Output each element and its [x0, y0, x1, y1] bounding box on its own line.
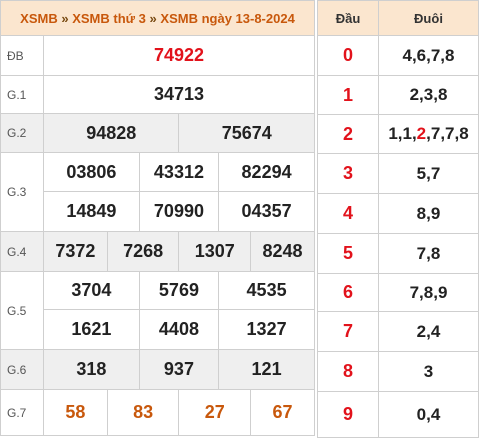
prize-g4-value: 7268 — [106, 231, 180, 272]
prize-g5-value: 3704 — [43, 271, 140, 310]
prize-g5-value: 4408 — [138, 309, 220, 350]
prize-g3-value: 04357 — [218, 191, 315, 232]
loto-head: 2 — [317, 114, 379, 154]
loto-tail: 7,8 — [378, 233, 479, 274]
breadcrumb-separator: » — [61, 10, 69, 26]
prize-label-g4: G.4 — [0, 231, 44, 272]
prize-g4-value: 8248 — [250, 231, 315, 272]
prize-g2-value: 94828 — [42, 113, 180, 153]
prize-g6-value: 937 — [138, 349, 220, 390]
prize-label-g7: G.7 — [0, 389, 44, 436]
prize-g5-value: 5769 — [138, 271, 220, 310]
loto-tail: 3 — [378, 351, 479, 392]
prize-g5-value: 4535 — [218, 271, 315, 310]
loto-row: 7 2,4 — [317, 311, 479, 352]
loto-table: Đầu Đuôi 0 4,6,7,8 1 2,3,8 2 1,1,2,7,7,8… — [317, 0, 479, 438]
prize-g7-value: 67 — [250, 389, 315, 436]
prize-g3-value: 14849 — [43, 191, 140, 232]
loto-row: 1 2,3,8 — [317, 75, 479, 115]
prize-row-g3b: 14849 70990 04357 — [1, 191, 315, 232]
prize-g1-value: 34713 — [43, 75, 315, 114]
prize-row-g2: G.2 94828 75674 — [0, 113, 315, 153]
loto-row: 9 0,4 — [317, 391, 479, 438]
prize-row-db: ĐB 74922 — [0, 35, 315, 76]
prize-row-g4: G.4 7372 7268 1307 8248 — [0, 231, 315, 272]
prize-g4-value: 1307 — [178, 231, 252, 272]
prize-g3-value: 70990 — [138, 191, 220, 232]
loto-tail: 5,7 — [378, 153, 479, 194]
prize-g4-value: 7372 — [43, 231, 108, 272]
loto-tail-part: ,7,7,8 — [426, 124, 469, 143]
loto-header-row: Đầu Đuôi — [317, 0, 479, 36]
loto-tail: 1,1,2,7,7,8 — [378, 114, 479, 154]
loto-row: 0 4,6,7,8 — [317, 35, 479, 76]
loto-tail: 8,9 — [378, 193, 479, 234]
prize-label-g3: G.3 — [0, 152, 44, 232]
breadcrumb-xsmb-date[interactable]: XSMB ngày 13-8-2024 — [160, 10, 295, 26]
breadcrumb-xsmb-thu-3[interactable]: XSMB thứ 3 — [72, 10, 146, 26]
loto-row: 4 8,9 — [317, 193, 479, 234]
results-header-row: XSMB » XSMB thứ 3 » XSMB ngày 13-8-2024 — [0, 0, 315, 36]
loto-tail: 7,8,9 — [378, 273, 479, 312]
loto-tail: 4,6,7,8 — [378, 35, 479, 76]
prize-g3-value: 43312 — [138, 152, 220, 192]
loto-tail-label: Đuôi — [378, 0, 479, 36]
loto-head: 8 — [317, 351, 379, 392]
prize-g6-value: 318 — [43, 349, 140, 390]
prize-row-g7: G.7 58 83 27 67 — [0, 389, 315, 436]
prize-g5-value: 1327 — [218, 309, 315, 350]
prize-label-g6: G.6 — [0, 349, 44, 390]
prize-g7-value: 58 — [43, 389, 108, 436]
breadcrumb-xsmb[interactable]: XSMB — [20, 10, 58, 26]
loto-head-label: Đầu — [317, 0, 379, 36]
loto-row: 3 5,7 — [317, 153, 479, 194]
prize-g7-value: 27 — [178, 389, 252, 436]
prize-label-g2: G.2 — [0, 113, 44, 153]
loto-head: 1 — [317, 75, 379, 115]
loto-tail-highlight: 2 — [416, 124, 427, 143]
loto-head: 7 — [317, 311, 379, 352]
breadcrumb: XSMB » XSMB thứ 3 » XSMB ngày 13-8-2024 — [0, 0, 315, 36]
prize-label-g5: G.5 — [0, 271, 44, 350]
prize-g3-value: 03806 — [43, 152, 140, 192]
prize-row-g5b: 1621 4408 1327 — [1, 309, 315, 350]
prize-row-g6: G.6 318 937 121 — [0, 349, 315, 390]
prize-g3-value: 82294 — [218, 152, 315, 192]
loto-head: 0 — [317, 35, 379, 76]
prize-g7-value: 83 — [106, 389, 180, 436]
loto-head: 6 — [317, 273, 379, 312]
prize-g5-value: 1621 — [43, 309, 140, 350]
loto-tail-part: 1,1, — [388, 124, 417, 143]
loto-tail: 2,4 — [378, 311, 479, 352]
prize-db-value: 74922 — [43, 35, 315, 76]
results-table: XSMB » XSMB thứ 3 » XSMB ngày 13-8-2024 … — [0, 0, 315, 436]
breadcrumb-separator: » — [149, 10, 157, 26]
loto-tail: 2,3,8 — [378, 75, 479, 115]
loto-tail: 0,4 — [378, 391, 479, 438]
prize-label-db: ĐB — [0, 35, 44, 76]
prize-row-g1: G.1 34713 — [0, 75, 315, 114]
loto-head: 5 — [317, 233, 379, 274]
prize-g2-value: 75674 — [178, 113, 315, 153]
loto-head: 4 — [317, 193, 379, 234]
loto-row: 2 1,1,2,7,7,8 — [317, 114, 479, 154]
loto-row: 6 7,8,9 — [317, 273, 479, 312]
loto-row: 8 3 — [317, 351, 479, 392]
prize-label-g1: G.1 — [0, 75, 44, 114]
loto-row: 5 7,8 — [317, 233, 479, 274]
prize-row-g3: G.3 03806 43312 82294 — [0, 152, 315, 232]
loto-head: 3 — [317, 153, 379, 194]
loto-head: 9 — [317, 391, 379, 438]
prize-g6-value: 121 — [218, 349, 315, 390]
prize-row-g5: G.5 3704 5769 4535 — [0, 271, 315, 350]
